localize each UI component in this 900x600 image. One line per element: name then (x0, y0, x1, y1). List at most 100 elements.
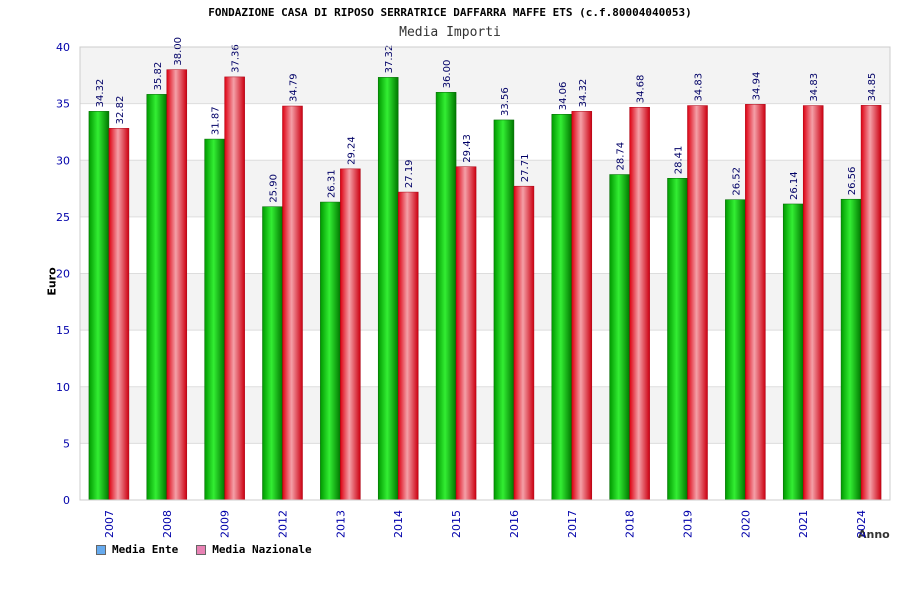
x-tick-label: 2021 (797, 510, 810, 538)
bar-ente (146, 94, 168, 501)
bar-ente (204, 138, 225, 501)
legend-label-nazionale: Media Nazionale (212, 543, 312, 556)
data-label: 34.83 (694, 73, 705, 102)
data-label: 26.14 (789, 171, 800, 200)
legend-item-nazionale: Media Nazionale (196, 543, 312, 556)
bar-ente (667, 178, 688, 501)
data-label: 34.85 (867, 73, 878, 102)
bar-nazionale (166, 69, 188, 501)
bar-nazionale (571, 111, 593, 501)
bar-nazionale (340, 168, 361, 501)
x-tick-label: 2013 (334, 510, 347, 538)
data-label: 29.43 (462, 134, 473, 163)
data-label: 26.56 (847, 167, 858, 196)
data-label: 34.32 (95, 79, 106, 108)
bar-ente (840, 198, 862, 501)
x-tick-label: 2008 (161, 510, 174, 538)
x-tick-label: 2017 (566, 510, 579, 538)
data-label: 26.31 (326, 169, 337, 198)
data-label: 37.36 (231, 44, 242, 73)
data-label: 36.00 (442, 60, 453, 89)
data-label: 25.90 (269, 174, 280, 203)
bar-ente (435, 92, 457, 501)
y-tick-label: 40 (56, 41, 70, 54)
x-tick-label: 2012 (277, 510, 290, 538)
bar-ente (262, 206, 283, 501)
bar-nazionale (108, 128, 130, 501)
plot-band (80, 160, 890, 217)
data-label: 34.79 (289, 73, 300, 102)
x-tick-label: 2019 (682, 510, 695, 538)
x-tick-label: 2014 (392, 510, 405, 538)
data-label: 31.87 (211, 106, 222, 135)
legend-label-ente: Media Ente (112, 543, 179, 556)
bar-nazionale (455, 166, 477, 501)
x-tick-label: 2016 (508, 510, 521, 538)
x-tick-label: 2009 (219, 510, 232, 538)
y-tick-label: 10 (56, 381, 70, 394)
data-label: 27.19 (404, 159, 415, 188)
data-label: 33.56 (500, 87, 511, 116)
data-label: 26.52 (731, 167, 742, 196)
bar-nazionale (629, 106, 650, 501)
bar-nazionale (224, 76, 245, 501)
bar-nazionale (282, 105, 303, 501)
data-label: 27.71 (520, 154, 531, 183)
legend: Media Ente Media Nazionale (96, 543, 312, 556)
y-tick-label: 30 (56, 154, 70, 167)
plot-band (80, 103, 890, 161)
bar-ente (609, 174, 630, 501)
plot-band (80, 386, 890, 444)
y-tick-label: 20 (56, 268, 70, 281)
x-tick-label: 2020 (739, 510, 752, 538)
data-label: 38.00 (173, 37, 184, 66)
bar-ente (725, 199, 746, 501)
bar-ente (551, 114, 573, 501)
x-axis-label: Anno (858, 528, 890, 541)
legend-swatch-ente (96, 544, 106, 555)
bar-nazionale (513, 185, 535, 501)
plot-band (80, 273, 890, 331)
data-label: 37.32 (384, 45, 395, 74)
data-label: 32.82 (115, 96, 126, 125)
y-tick-label: 25 (56, 211, 70, 224)
bar-ente (320, 201, 341, 501)
legend-swatch-nazionale (196, 544, 207, 555)
bar-ente (782, 203, 804, 501)
data-label: 34.83 (809, 73, 820, 102)
bar-nazionale (802, 105, 824, 501)
plot-band (80, 330, 890, 387)
bar-nazionale (397, 191, 419, 501)
chart-subtitle: Media Importi (399, 25, 501, 40)
data-label: 34.94 (751, 72, 762, 101)
legend-item-ente: Media Ente (96, 543, 178, 556)
data-label: 28.74 (616, 142, 627, 171)
data-label: 34.68 (636, 75, 647, 104)
bar-ente (88, 111, 110, 501)
bar-nazionale (860, 105, 882, 501)
x-tick-label: 2024 (855, 510, 868, 538)
bar-nazionale (687, 105, 708, 501)
plot-band (80, 216, 890, 274)
plot-border (79, 46, 891, 501)
bar-ente (493, 119, 515, 501)
x-tick-label: 2018 (624, 510, 637, 538)
x-tick-label: 2007 (103, 510, 116, 538)
y-tick-label: 15 (56, 324, 70, 337)
y-tick-label: 5 (63, 437, 70, 450)
plot-band (80, 443, 890, 500)
y-tick-label: 35 (56, 98, 70, 111)
data-label: 35.82 (153, 62, 164, 91)
data-label: 34.32 (578, 79, 589, 108)
plot-band (80, 47, 890, 104)
x-tick-label: 2015 (450, 510, 463, 538)
chart-title: FONDAZIONE CASA DI RIPOSO SERRATRICE DAF… (208, 6, 692, 19)
bar-nazionale (745, 104, 766, 501)
data-label: 28.41 (674, 146, 685, 175)
data-label: 29.24 (346, 136, 357, 165)
data-label: 34.06 (558, 82, 569, 111)
y-tick-label: 0 (63, 494, 70, 507)
bar-ente (377, 77, 399, 501)
